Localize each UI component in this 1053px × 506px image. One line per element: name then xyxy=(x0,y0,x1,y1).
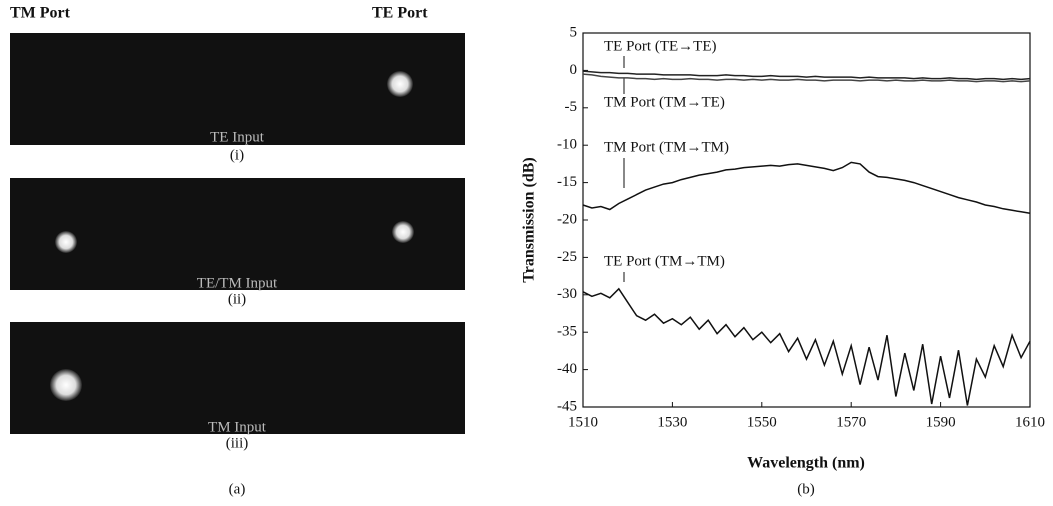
series-annotation: TM Port (TM→TE) xyxy=(604,94,725,110)
plot-frame xyxy=(582,32,1031,408)
image-caption: TE Input xyxy=(210,129,265,145)
y-tick-label: -25 xyxy=(557,249,577,265)
mode-spot xyxy=(55,231,77,253)
x-tick-label: 1590 xyxy=(926,414,956,430)
image-label: (i) xyxy=(230,147,244,163)
x-tick-label: 1610 xyxy=(1015,414,1045,430)
y-tick-label: -45 xyxy=(557,398,577,414)
camera-image xyxy=(10,178,465,290)
x-axis-label: Wavelength (nm) xyxy=(747,455,865,472)
panel-label: (b) xyxy=(797,481,815,497)
mode-spot xyxy=(392,221,414,243)
y-tick-label: -40 xyxy=(557,361,577,377)
y-tick-label: -5 xyxy=(565,99,578,115)
port-label: TE Port xyxy=(372,5,428,22)
y-tick-label: -30 xyxy=(557,286,577,302)
image-caption: TM Input xyxy=(208,419,267,435)
series-line xyxy=(582,161,1031,215)
y-axis-label: Transmission (dB) xyxy=(521,157,538,283)
panel-label: (a) xyxy=(229,481,246,497)
series-annotation: TE Port (TM→TM) xyxy=(604,253,725,269)
port-label: TM Port xyxy=(10,5,71,22)
series-line xyxy=(582,287,1031,406)
y-tick-label: -15 xyxy=(557,174,577,190)
series-line xyxy=(582,70,1031,81)
camera-image xyxy=(10,322,465,434)
x-tick-label: 1570 xyxy=(836,414,866,430)
mode-spot xyxy=(50,369,82,401)
x-tick-label: 1530 xyxy=(657,414,687,430)
mode-spot xyxy=(387,71,413,97)
image-label: (iii) xyxy=(226,435,249,451)
y-tick-label: 5 xyxy=(570,24,578,40)
y-tick-label: -20 xyxy=(557,211,577,227)
series-annotation: TE Port (TE→TE) xyxy=(604,38,716,54)
y-tick-label: -35 xyxy=(557,324,577,340)
image-caption: TE/TM Input xyxy=(197,275,278,291)
x-tick-label: 1510 xyxy=(568,414,598,430)
series-line xyxy=(582,73,1031,83)
y-tick-label: -10 xyxy=(557,137,577,153)
image-label: (ii) xyxy=(228,291,246,307)
series-annotation: TM Port (TM→TM) xyxy=(604,139,729,155)
y-tick-label: 0 xyxy=(570,62,578,78)
x-tick-label: 1550 xyxy=(747,414,777,430)
